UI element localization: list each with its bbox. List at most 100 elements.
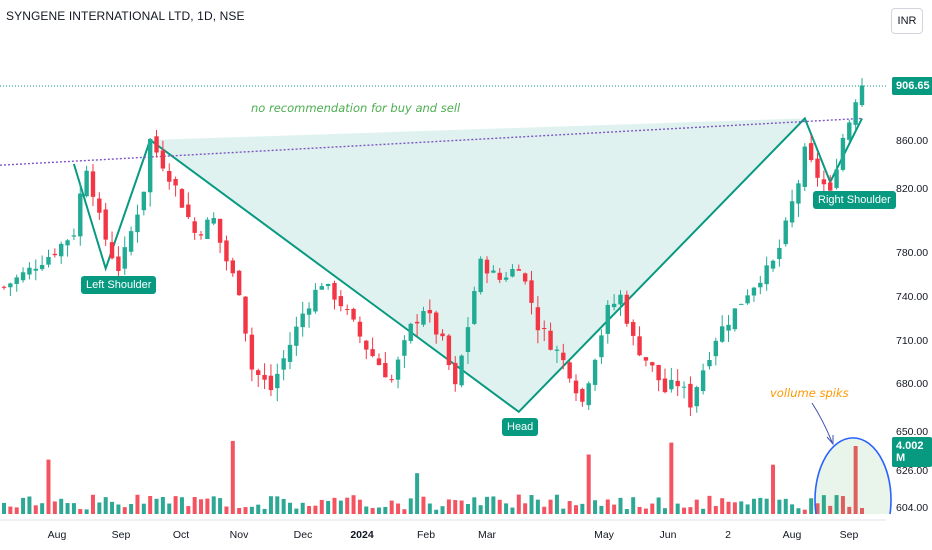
candle-body	[484, 259, 490, 274]
volume-bar	[364, 506, 369, 514]
candle-body	[364, 340, 369, 350]
candle-body	[503, 277, 509, 280]
y-tick-label: 710.00	[896, 335, 928, 347]
candle-body	[732, 308, 738, 330]
candle-body	[548, 330, 553, 350]
candle-body	[408, 323, 413, 341]
candle-body	[294, 326, 299, 346]
volume-bar	[637, 506, 642, 514]
x-tick-label: 2	[725, 529, 731, 541]
currency-button[interactable]: INR	[891, 8, 923, 34]
volume-bar	[465, 504, 470, 514]
volume-bar	[834, 495, 839, 514]
volume-bar	[434, 509, 439, 514]
candle-body	[147, 138, 153, 193]
volume-bar	[326, 500, 331, 514]
volume-bar	[453, 500, 458, 514]
candle-body	[789, 201, 795, 223]
last-volume-badge: 4.002 M	[892, 437, 932, 467]
volume-bar	[8, 506, 13, 514]
candle-body	[624, 294, 630, 324]
volume-bar	[173, 496, 178, 514]
candle-body	[554, 349, 560, 351]
candle-body	[211, 218, 216, 224]
candle-body	[497, 272, 502, 280]
volume-bar	[14, 507, 19, 514]
candle-body	[522, 273, 528, 282]
y-tick-label: 820.00	[896, 183, 928, 195]
volume-bar	[256, 504, 261, 514]
volume-bar	[472, 497, 477, 514]
candle-body	[611, 303, 617, 308]
volume-bar	[516, 494, 521, 514]
candle-body	[84, 170, 89, 197]
candle-body	[783, 220, 788, 245]
candle-body	[853, 102, 858, 125]
x-tick-label: Aug	[783, 529, 802, 541]
volume-bar	[338, 500, 343, 514]
volume-bar	[815, 503, 820, 514]
volume-bar	[2, 502, 6, 514]
volume-bar	[529, 495, 534, 514]
volume-bar	[199, 499, 204, 514]
volume-bar	[726, 501, 731, 514]
volume-bar	[574, 505, 578, 514]
candle-body	[59, 243, 64, 257]
candle-body	[834, 169, 839, 188]
volume-bar	[383, 506, 388, 514]
candle-body	[618, 294, 623, 305]
candle-body	[192, 221, 197, 233]
candle-body	[770, 260, 776, 269]
x-tick-label: Sep	[112, 529, 131, 541]
volume-bar	[135, 494, 140, 514]
volume-bar	[90, 494, 95, 514]
candle-body	[707, 360, 712, 367]
volume-bar	[510, 507, 515, 514]
x-tick-label: May	[594, 529, 615, 541]
volume-bar	[332, 497, 337, 514]
volume-bar	[421, 496, 426, 514]
volume-bar	[46, 459, 51, 514]
candle-body	[65, 240, 70, 246]
volume-spike-fill	[815, 437, 891, 514]
volume-bar	[624, 509, 629, 514]
volume-bar	[771, 464, 776, 514]
x-tick-label: Feb	[417, 529, 435, 541]
volume-bar	[313, 505, 318, 514]
candle-body	[78, 193, 83, 237]
candle-body	[694, 387, 699, 407]
y-tick-label: 626.00	[896, 465, 928, 477]
volume-bar	[319, 499, 324, 514]
volume-bar	[71, 503, 76, 514]
candle-body	[472, 291, 477, 324]
volume-bar	[65, 503, 70, 514]
volume-bar	[211, 496, 216, 514]
candle-body	[122, 247, 127, 269]
candle-body	[103, 209, 108, 240]
volume-bar	[821, 495, 826, 514]
candle-body	[300, 313, 305, 328]
volume-bar	[148, 496, 153, 514]
volume-bar	[459, 500, 464, 514]
candle-body	[669, 379, 674, 390]
volume-bar	[33, 505, 38, 514]
volume-bar	[783, 498, 788, 514]
volume-bar	[643, 508, 648, 514]
volume-bar	[694, 499, 699, 514]
candle-body	[542, 328, 547, 330]
candle-body	[662, 378, 668, 393]
volume-bar	[154, 498, 159, 514]
volume-bar	[739, 501, 744, 514]
volume-bar	[186, 506, 191, 514]
candle-body	[135, 214, 140, 233]
y-tick-label: 860.00	[896, 135, 928, 147]
candle-body	[389, 379, 394, 381]
candle-body	[224, 240, 229, 262]
candle-body	[605, 304, 610, 334]
chart-title: SYNGENE INTERNATIONAL LTD, 1D, NSE	[6, 9, 245, 23]
candle-body	[33, 268, 38, 271]
volume-bar	[713, 506, 718, 514]
candle-body	[249, 334, 255, 370]
candle-body	[859, 85, 865, 106]
